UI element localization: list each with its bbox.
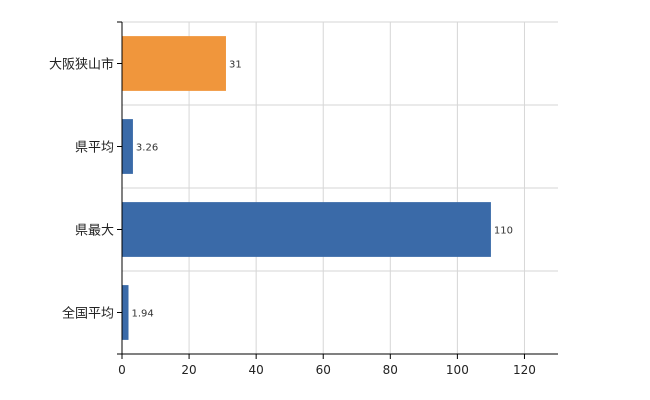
data-label: 1.94 (132, 309, 154, 320)
bars (122, 36, 491, 340)
bar (122, 119, 133, 174)
x-tick-label: 0 (118, 363, 126, 377)
bar (122, 36, 226, 91)
x-tick-label: 60 (316, 363, 331, 377)
x-tick-label: 100 (446, 363, 469, 377)
data-label: 110 (494, 226, 513, 237)
labels: 31 大阪狭山市 3.26 県平均 110 県最大 1.94 全国平均 0 20 40 60 80 100… (49, 57, 536, 378)
category-label: 県平均 (75, 141, 114, 156)
bar (122, 202, 491, 257)
axes (117, 21, 558, 359)
x-tick-label: 20 (181, 363, 196, 377)
x-tick-label: 40 (249, 363, 264, 377)
x-tick-label: 80 (383, 363, 398, 377)
category-label: 全国平均 (62, 306, 114, 322)
category-label: 大阪狭山市 (49, 57, 114, 73)
data-label: 3.26 (136, 143, 158, 154)
x-tick-label: 120 (513, 363, 536, 377)
data-label: 31 (229, 60, 242, 71)
category-label: 県最大 (75, 224, 114, 239)
bar (122, 285, 129, 340)
